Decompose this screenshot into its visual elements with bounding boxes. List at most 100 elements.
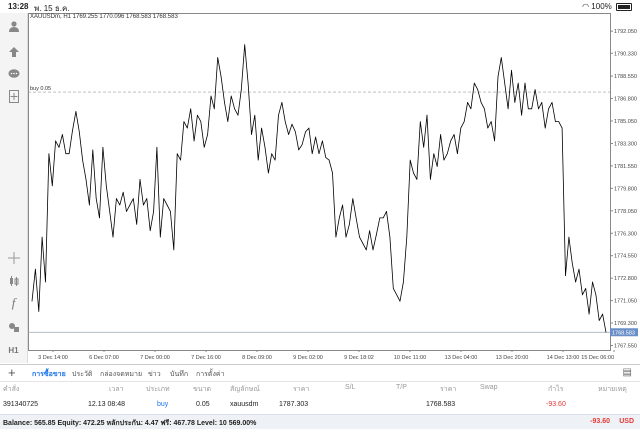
document-icon[interactable]: ▤ (622, 367, 632, 378)
price-point (322, 140, 323, 142)
battery-icon (616, 2, 632, 11)
price-point (217, 57, 218, 58)
tab-trade[interactable]: การซื้อขาย (32, 371, 66, 378)
price-point (504, 82, 506, 84)
x-tick-label: 8 Dec 09:00 (242, 355, 272, 361)
trade-icon[interactable] (5, 43, 22, 60)
price-point (433, 153, 435, 154)
y-tick-label: 1781.550 (614, 164, 637, 170)
price-point (268, 172, 269, 174)
column-header-sl: S/L (345, 384, 356, 391)
price-point (126, 211, 127, 212)
price-point (237, 114, 239, 116)
price-point (453, 134, 455, 135)
price-point (109, 211, 110, 212)
chat-icon[interactable] (5, 65, 22, 82)
currency-label: USD (619, 418, 634, 425)
price-point (247, 82, 249, 84)
objects-icon[interactable] (5, 318, 22, 335)
tab-news[interactable]: ข่าว (148, 371, 161, 378)
price-point (166, 204, 168, 206)
price-point (257, 159, 259, 161)
price-point (160, 236, 161, 238)
tab-settings[interactable]: การตั้งค่า (196, 371, 225, 378)
price-point (430, 179, 431, 180)
y-tick-label: 1788.550 (614, 74, 637, 80)
price-point (234, 108, 235, 110)
x-tick-label: 14 Dec 13:00 (547, 355, 580, 361)
y-tick-label: 1771.050 (614, 299, 637, 305)
price-point (116, 198, 117, 199)
price-point (102, 147, 104, 148)
price-point (311, 153, 313, 154)
wifi-icon: ◠ (582, 2, 590, 11)
price-point (271, 153, 272, 154)
row-order[interactable]: 391340725 (3, 401, 39, 408)
new-document-icon[interactable] (5, 88, 22, 105)
price-point (203, 147, 205, 148)
row-profit: -93.60 (546, 401, 566, 408)
price-point (592, 281, 593, 283)
price-point (477, 89, 479, 90)
y-tick-label: 1779.800 (614, 186, 637, 192)
x-tick-label: 6 Dec 07:00 (89, 355, 119, 361)
indicators-icon[interactable]: f (11, 294, 16, 310)
price-point (568, 236, 570, 238)
price-point (298, 149, 300, 151)
tab-mailbox[interactable]: กล่องจดหมาย (100, 371, 143, 378)
price-point (149, 230, 151, 231)
price-point (349, 224, 350, 225)
price-point (106, 185, 107, 187)
price-point (575, 281, 576, 283)
price-point (342, 204, 343, 206)
y-tick-label: 1786.800 (614, 97, 637, 103)
account-icon[interactable] (5, 17, 22, 34)
price-point (301, 144, 303, 145)
price-point (325, 157, 327, 158)
price-point (443, 159, 445, 161)
price-chart-svg: 1792.050 1790.330 1788.550 1786.800 1785.050… (28, 13, 638, 361)
price-point (524, 82, 526, 84)
timeframe-button[interactable]: H1 (8, 346, 19, 355)
price-point (528, 108, 529, 110)
price-point (470, 108, 472, 110)
tab-journal[interactable]: บันทึก (170, 371, 189, 378)
price-point (227, 121, 229, 122)
crosshair-icon[interactable] (5, 249, 22, 266)
price-point (288, 134, 289, 135)
price-point (376, 234, 377, 235)
price-point (187, 127, 188, 129)
battery-percent: 100% (591, 2, 612, 11)
price-chart[interactable]: 1792.050 1790.330 1788.550 1786.800 1785.050… (28, 13, 640, 363)
candlestick-icon[interactable] (5, 272, 22, 289)
price-point (308, 127, 310, 129)
tab-history[interactable]: ประวัติ (72, 371, 93, 378)
price-point (264, 147, 266, 148)
price-point (551, 102, 553, 103)
price-point (372, 249, 374, 251)
column-header-size: ขนาด (193, 386, 212, 393)
price-point (55, 140, 56, 142)
y-tick-label: 1785.050 (614, 119, 637, 125)
price-point (487, 127, 489, 129)
price-point (176, 153, 178, 154)
price-point (92, 149, 94, 151)
price-point (58, 147, 60, 148)
price-point (484, 108, 485, 110)
price-point (595, 294, 597, 296)
row-time: 12.13 08:48 (88, 401, 125, 408)
price-point (156, 147, 158, 148)
price-point (413, 172, 414, 174)
price-point (531, 108, 532, 110)
price-point (244, 44, 245, 45)
price-point (251, 134, 252, 135)
price-point (440, 134, 441, 135)
account-summary: Balance: 565.85 Equity: 472.25 หลักประกั… (0, 414, 640, 429)
add-icon[interactable]: + (8, 365, 16, 380)
price-point (200, 121, 202, 122)
price-point (426, 114, 428, 116)
column-header-order: คำสั่ง (3, 386, 20, 393)
column-header-price: ราคา (293, 386, 310, 393)
price-point (406, 236, 408, 238)
price-point (538, 108, 539, 110)
